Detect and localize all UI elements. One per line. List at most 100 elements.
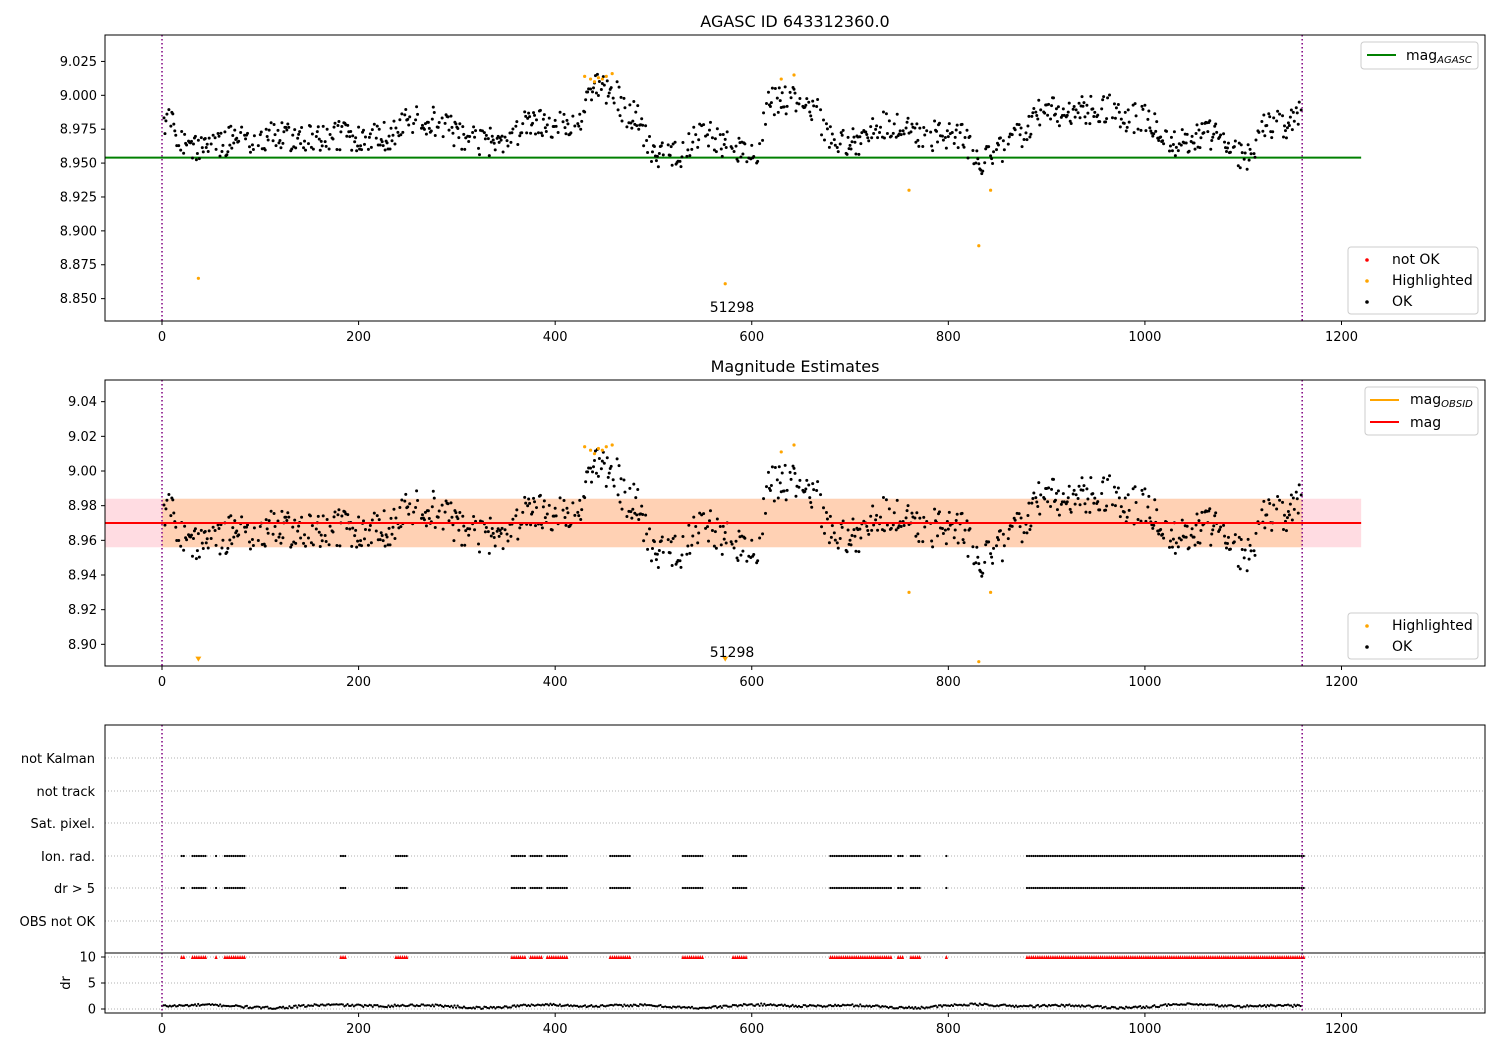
highlighted-clipped-marker: [722, 656, 729, 662]
dr-point: [1077, 1004, 1080, 1007]
dr-point: [1219, 1005, 1222, 1008]
dr-gt-5-flag-point: [1270, 886, 1273, 890]
ok-point: [1199, 528, 1203, 532]
ion-rad-flag-point: [554, 854, 558, 858]
ok-point: [1278, 498, 1282, 502]
dr-clipped-marker: [1163, 955, 1167, 959]
dr-point: [786, 1004, 790, 1007]
dr-point: [201, 1003, 204, 1006]
ok-point: [488, 126, 492, 130]
ion-rad-flag-point: [339, 854, 342, 858]
dr-clipped-marker: [1196, 955, 1200, 959]
ok-point: [401, 130, 405, 134]
dr-clipped-marker: [1075, 955, 1079, 959]
dr-clipped-marker: [1219, 955, 1224, 959]
ok-point: [1139, 128, 1143, 132]
ok-point: [473, 135, 477, 139]
ok-point: [962, 145, 966, 149]
ion-rad-flag-point: [200, 854, 203, 858]
ok-point: [642, 144, 646, 148]
ok-point: [189, 139, 193, 143]
ok-point: [193, 527, 197, 531]
ok-point: [887, 119, 891, 123]
dr-point: [914, 1006, 917, 1009]
ok-point: [1198, 146, 1202, 150]
dr-clipped-marker: [182, 955, 186, 959]
dr-gt-5-flag-point: [1121, 886, 1124, 890]
ok-point: [403, 113, 407, 117]
ion-rad-flag-point: [1224, 854, 1228, 858]
ion-rad-flag-point: [1041, 854, 1044, 858]
dr-point: [1208, 1003, 1211, 1006]
ok-point: [1101, 480, 1105, 484]
dr-point: [951, 1004, 955, 1008]
ion-rad-flag-point: [857, 854, 860, 858]
ion-rad-flag-point: [848, 854, 851, 858]
ion-rad-flag-point: [1222, 854, 1225, 858]
dr-point: [502, 1006, 505, 1009]
ok-point: [944, 146, 948, 150]
ok-point: [628, 103, 632, 107]
dr-point: [654, 1005, 657, 1008]
ok-point: [1126, 108, 1130, 112]
ok-point: [1102, 95, 1106, 99]
dr-point: [197, 1002, 200, 1006]
dr-point: [176, 1005, 179, 1008]
ok-point: [784, 498, 788, 502]
dr-clipped-marker: [913, 955, 917, 959]
dr-point: [1228, 1004, 1231, 1007]
dr-point: [725, 1004, 728, 1007]
ok-point: [350, 148, 354, 152]
ok-point: [835, 541, 839, 545]
ok-point: [480, 129, 484, 133]
ok-point: [259, 130, 263, 134]
ok-point: [730, 146, 734, 150]
dr-clipped-marker: [518, 955, 523, 959]
ok-point: [1219, 133, 1223, 137]
ok-point: [685, 552, 689, 556]
dr-point: [1088, 1004, 1091, 1007]
ok-point: [1200, 122, 1204, 126]
dr-clipped-marker: [872, 955, 876, 959]
ok-point: [276, 128, 280, 132]
ok-point: [1174, 145, 1178, 149]
ok-point: [1098, 508, 1102, 512]
ion-rad-flag-point: [609, 854, 612, 858]
ok-point: [542, 499, 546, 503]
ok-point: [805, 97, 809, 101]
ok-point: [430, 117, 434, 121]
ok-point: [207, 529, 211, 533]
ok-point: [1185, 132, 1189, 136]
ok-point: [646, 151, 650, 155]
ok-point: [1119, 505, 1123, 509]
ok-point: [637, 518, 641, 522]
dr-point: [815, 1005, 818, 1008]
ok-point: [849, 147, 853, 151]
ion-rad-flag-point: [850, 854, 854, 858]
dr-point: [481, 1007, 484, 1010]
ok-point: [531, 121, 535, 125]
ok-point: [947, 510, 951, 514]
ok-point: [915, 511, 919, 515]
ok-point: [1056, 105, 1060, 109]
dr-clipped-marker: [1120, 955, 1124, 959]
ion-rad-flag-point: [1302, 854, 1305, 858]
ok-point: [1223, 140, 1227, 144]
ok-point: [524, 114, 528, 118]
ok-point: [721, 133, 725, 137]
dr-clipped-marker: [830, 955, 835, 959]
dr-point: [467, 1006, 470, 1010]
dr-clipped-marker: [1209, 955, 1213, 959]
dr-clipped-marker: [1189, 955, 1193, 959]
ok-point: [1017, 512, 1021, 516]
ok-point: [812, 488, 816, 492]
ok-point: [1176, 545, 1180, 549]
dr-point: [760, 1002, 763, 1005]
ion-rad-flag-point: [1118, 854, 1122, 858]
ok-point: [1104, 508, 1108, 512]
ok-point: [858, 135, 862, 139]
x-tick-label: 800: [936, 675, 961, 690]
dr-point: [557, 1004, 560, 1007]
ion-rad-flag-point: [1209, 854, 1212, 858]
ok-point: [913, 516, 917, 520]
